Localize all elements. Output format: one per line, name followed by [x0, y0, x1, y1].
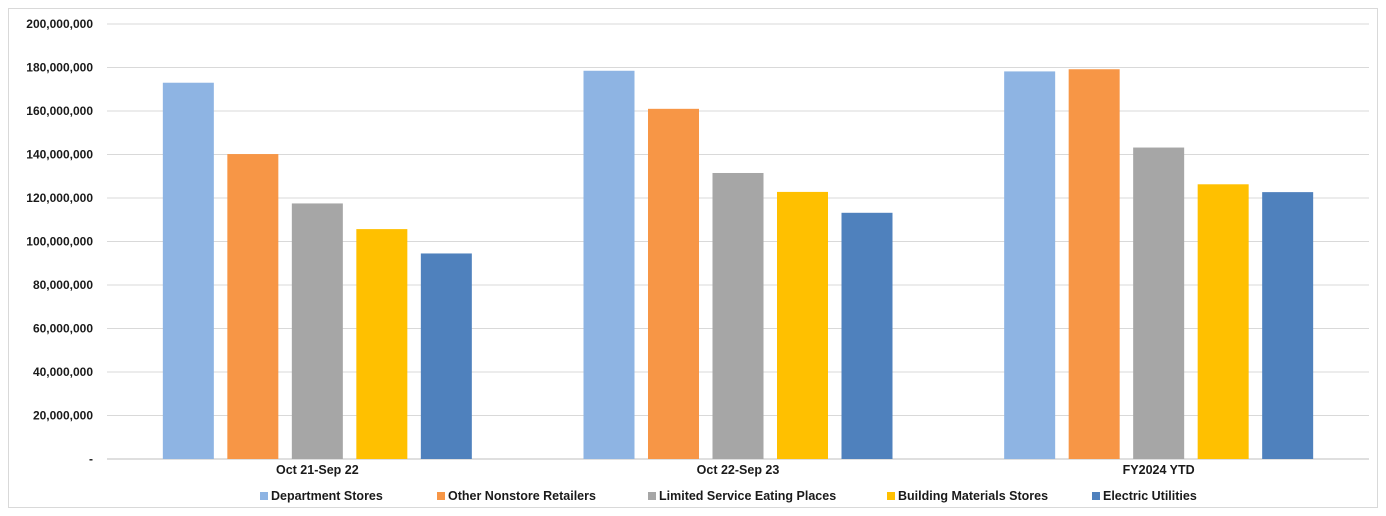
y-tick-label: 80,000,000: [33, 278, 93, 292]
bar-other-nonstore-retailers-0: [227, 154, 279, 459]
legend-swatch: [648, 492, 656, 500]
y-tick-label: 20,000,000: [33, 409, 93, 423]
y-tick-label: -: [89, 452, 93, 466]
bar-electric-utilities-2: [1262, 192, 1314, 459]
y-tick-label: 140,000,000: [26, 148, 93, 162]
bar-department-stores-0: [162, 82, 214, 459]
bar-limited-service-eating-places-2: [1133, 147, 1185, 460]
bar-building-materials-stores-0: [356, 229, 408, 459]
y-tick-label: 160,000,000: [26, 104, 93, 118]
y-tick-label: 100,000,000: [26, 235, 93, 249]
legend-label: Other Nonstore Retailers: [448, 489, 596, 503]
bar-department-stores-1: [583, 70, 635, 459]
bar-electric-utilities-0: [420, 253, 472, 459]
bar-limited-service-eating-places-0: [291, 203, 343, 459]
legend-swatch: [1092, 492, 1100, 500]
legend-label: Building Materials Stores: [898, 489, 1048, 503]
y-tick-label: 200,000,000: [26, 17, 93, 31]
bar-limited-service-eating-places-1: [712, 172, 764, 460]
x-axis: Oct 21-Sep 22 Oct 22-Sep 23 FY2024 YTD: [276, 463, 1195, 477]
bar-department-stores-2: [1004, 71, 1056, 459]
bar-other-nonstore-retailers-2: [1068, 69, 1120, 460]
y-tick-label: 60,000,000: [33, 322, 93, 336]
legend-label: Electric Utilities: [1103, 489, 1197, 503]
bar-building-materials-stores-2: [1197, 184, 1249, 460]
bar-other-nonstore-retailers-1: [648, 108, 699, 459]
x-category-label: Oct 21-Sep 22: [276, 463, 359, 477]
y-tick-label: 40,000,000: [33, 365, 93, 379]
legend: Department Stores Other Nonstore Retailer…: [260, 489, 1197, 503]
bar-building-materials-stores-1: [777, 191, 828, 459]
x-category-label: FY2024 YTD: [1123, 463, 1195, 477]
y-tick-label: 120,000,000: [26, 191, 93, 205]
bar-electric-utilities-1: [841, 212, 893, 459]
y-tick-label: 180,000,000: [26, 61, 93, 75]
legend-swatch: [437, 492, 445, 500]
legend-swatch: [260, 492, 268, 500]
y-axis: - 20,000,000 40,000,000 60,000,000 80,000,00…: [26, 17, 93, 466]
legend-label: Department Stores: [271, 489, 383, 503]
bars: [162, 69, 1314, 460]
legend-label: Limited Service Eating Places: [659, 489, 836, 503]
legend-swatch: [887, 492, 895, 500]
x-category-label: Oct 22-Sep 23: [697, 463, 780, 477]
